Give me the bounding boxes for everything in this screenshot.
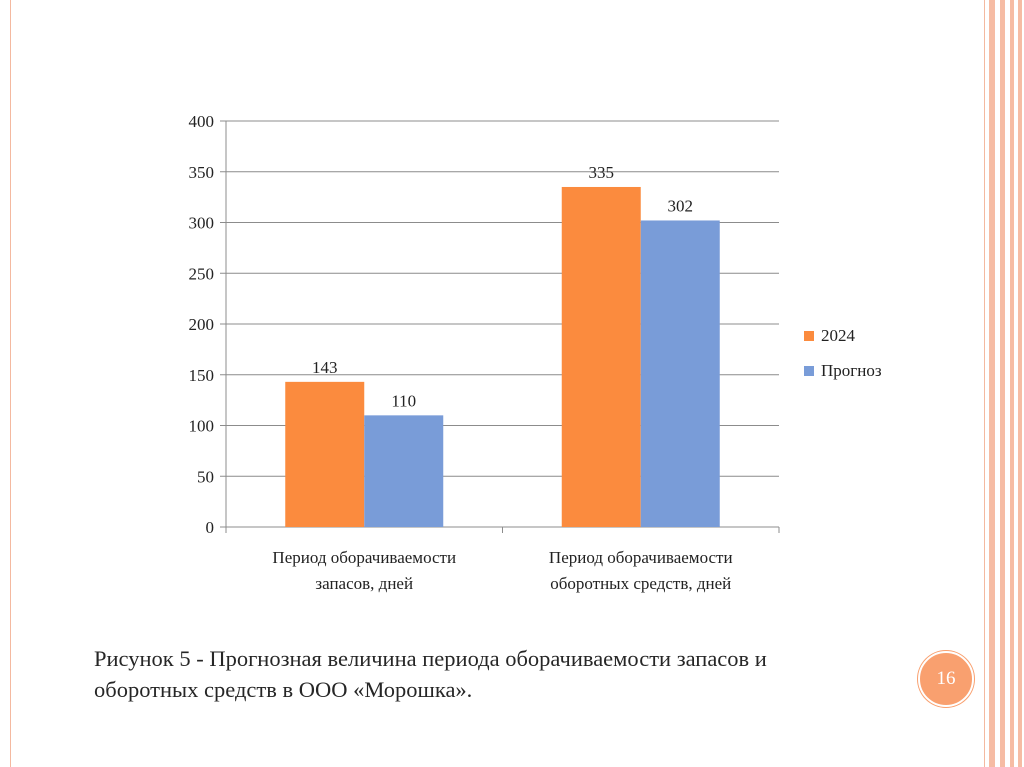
y-tick-label: 100 [189, 417, 215, 436]
caption-line-1: Рисунок 5 - Прогнозная величина периода … [94, 646, 767, 671]
data-label: 302 [668, 196, 694, 215]
data-labels: 143 110 335 302 [312, 163, 693, 410]
legend: 2024 Прогноз [804, 326, 882, 380]
y-tick-label: 0 [206, 518, 215, 537]
bar [640, 220, 720, 527]
bar-chart: 0 50 100 150 200 250 300 350 400 Период оборачива… [189, 112, 882, 593]
bars [285, 186, 720, 527]
legend-swatch [804, 331, 814, 341]
x-tick-label: Период оборачиваемости [549, 548, 733, 567]
x-tick-label: Период оборачиваемости [272, 548, 456, 567]
axes: 0 50 100 150 200 250 300 350 400 Период оборачива… [189, 112, 780, 593]
x-tick-label: запасов, дней [315, 574, 413, 593]
legend-label: Прогноз [821, 361, 882, 380]
y-tick-label: 250 [189, 264, 215, 283]
bar [561, 186, 641, 527]
caption-line-2: оборотных средств в ООО «Морошка». [94, 677, 473, 702]
y-tick-label: 50 [197, 467, 214, 486]
legend-label: 2024 [821, 326, 856, 345]
y-tick-label: 300 [189, 214, 215, 233]
y-tick-label: 150 [189, 366, 215, 385]
page-number-badge: 16 [918, 651, 974, 707]
y-tick-label: 350 [189, 163, 215, 182]
figure-caption: Рисунок 5 - Прогнозная величина периода … [94, 643, 954, 705]
y-tick-label: 400 [189, 112, 215, 131]
slide-frame [10, 0, 985, 767]
legend-swatch [804, 366, 814, 376]
data-label: 143 [312, 358, 338, 377]
data-label: 110 [391, 391, 416, 410]
x-tick-label: оборотных средств, дней [550, 574, 731, 593]
decorative-side-stripes [986, 0, 1024, 767]
bar [364, 415, 444, 527]
data-label: 335 [589, 163, 615, 182]
y-tick-label: 200 [189, 315, 215, 334]
bar [285, 381, 365, 527]
